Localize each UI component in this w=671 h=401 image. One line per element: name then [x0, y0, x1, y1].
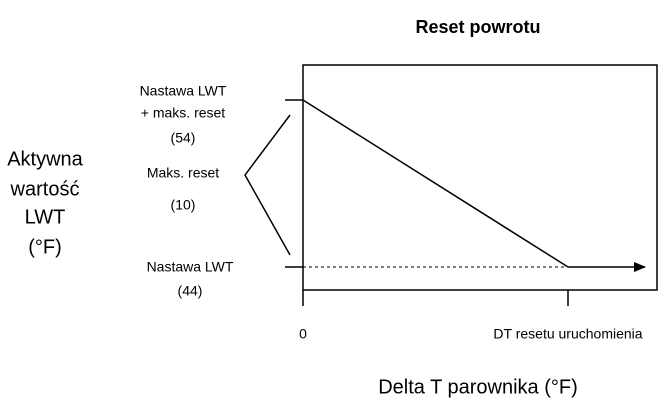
lower-label: (44): [178, 283, 203, 299]
upper-label: Nastawa LWT: [140, 83, 227, 99]
x-tick-label: 0: [299, 326, 307, 342]
y-label: LWT: [25, 206, 66, 228]
y-label: (°F): [28, 236, 62, 258]
range-label: Maks. reset: [147, 165, 219, 181]
reset-line: [302, 99, 569, 268]
y-label: Aktywna: [7, 148, 83, 170]
bracket: [244, 114, 291, 256]
plot-frame: [302, 64, 658, 291]
lower-label: Nastawa LWT: [147, 259, 234, 275]
x-tick-label: DT resetu uruchomienia: [493, 326, 642, 342]
y-label: wartość: [10, 178, 80, 200]
upper-label: + maks. reset: [141, 105, 226, 121]
x-label: Delta T parownika (°F): [378, 376, 578, 398]
range-label: (10): [171, 197, 196, 213]
upper-label: (54): [171, 130, 196, 146]
title: Reset powrotu: [415, 17, 540, 37]
